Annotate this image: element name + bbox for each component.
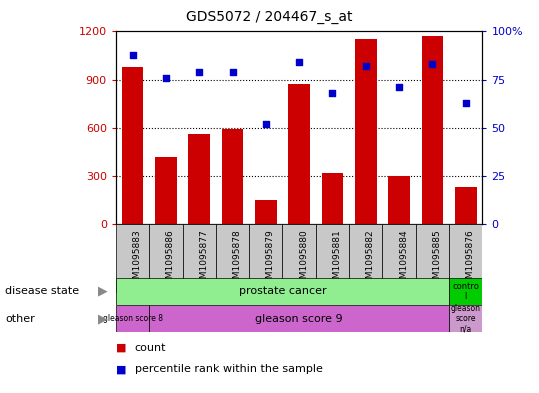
Text: gleason score 8: gleason score 8 — [102, 314, 163, 323]
Bar — [421, 36, 443, 224]
Point — [328, 90, 337, 96]
Bar — [449, 305, 482, 332]
Text: percentile rank within the sample: percentile rank within the sample — [135, 364, 323, 375]
Text: ▶: ▶ — [98, 285, 107, 298]
Point — [395, 84, 403, 90]
Text: GSM1095882: GSM1095882 — [366, 230, 375, 290]
Bar — [282, 224, 316, 293]
Bar — [355, 39, 377, 224]
Bar — [222, 129, 243, 224]
Text: GSM1095883: GSM1095883 — [133, 230, 142, 290]
Text: GSM1095884: GSM1095884 — [399, 230, 408, 290]
Text: contro
l: contro l — [452, 281, 479, 301]
Text: GSM1095881: GSM1095881 — [333, 230, 342, 290]
Text: disease state: disease state — [5, 286, 80, 296]
Bar — [155, 156, 177, 224]
Point — [228, 69, 237, 75]
Bar — [383, 224, 416, 293]
Bar — [249, 224, 282, 293]
Bar — [388, 176, 410, 224]
Bar — [122, 67, 143, 224]
Bar — [288, 84, 310, 224]
Text: other: other — [5, 314, 35, 324]
Text: gleason score 9: gleason score 9 — [255, 314, 343, 324]
Text: GSM1095877: GSM1095877 — [199, 230, 208, 290]
Bar — [116, 224, 149, 293]
Text: GSM1095879: GSM1095879 — [266, 230, 275, 290]
Text: count: count — [135, 343, 166, 353]
Point — [261, 121, 270, 127]
Bar — [216, 224, 249, 293]
Text: ■: ■ — [116, 364, 126, 375]
Point — [195, 69, 204, 75]
Bar — [183, 224, 216, 293]
Bar — [455, 187, 476, 224]
Bar — [322, 173, 343, 224]
Text: GSM1095880: GSM1095880 — [299, 230, 308, 290]
Text: GDS5072 / 204467_s_at: GDS5072 / 204467_s_at — [186, 10, 353, 24]
Bar — [449, 224, 482, 293]
Text: GSM1095876: GSM1095876 — [466, 230, 475, 290]
Point — [162, 75, 170, 81]
Text: prostate cancer: prostate cancer — [239, 286, 326, 296]
Bar — [349, 224, 383, 293]
Point — [461, 99, 470, 106]
Text: ▶: ▶ — [98, 312, 107, 325]
Bar — [116, 305, 149, 332]
Bar — [149, 305, 449, 332]
Point — [362, 63, 370, 69]
Text: GSM1095886: GSM1095886 — [166, 230, 175, 290]
Bar — [255, 200, 277, 224]
Bar — [149, 224, 183, 293]
Bar — [449, 278, 482, 305]
Bar — [188, 134, 210, 224]
Bar — [416, 224, 449, 293]
Text: GSM1095878: GSM1095878 — [232, 230, 241, 290]
Point — [295, 59, 303, 65]
Text: gleason
score
n/a: gleason score n/a — [451, 304, 481, 334]
Point — [428, 61, 437, 67]
Bar — [316, 224, 349, 293]
Text: ■: ■ — [116, 343, 126, 353]
Point — [128, 51, 137, 58]
Text: GSM1095885: GSM1095885 — [432, 230, 441, 290]
